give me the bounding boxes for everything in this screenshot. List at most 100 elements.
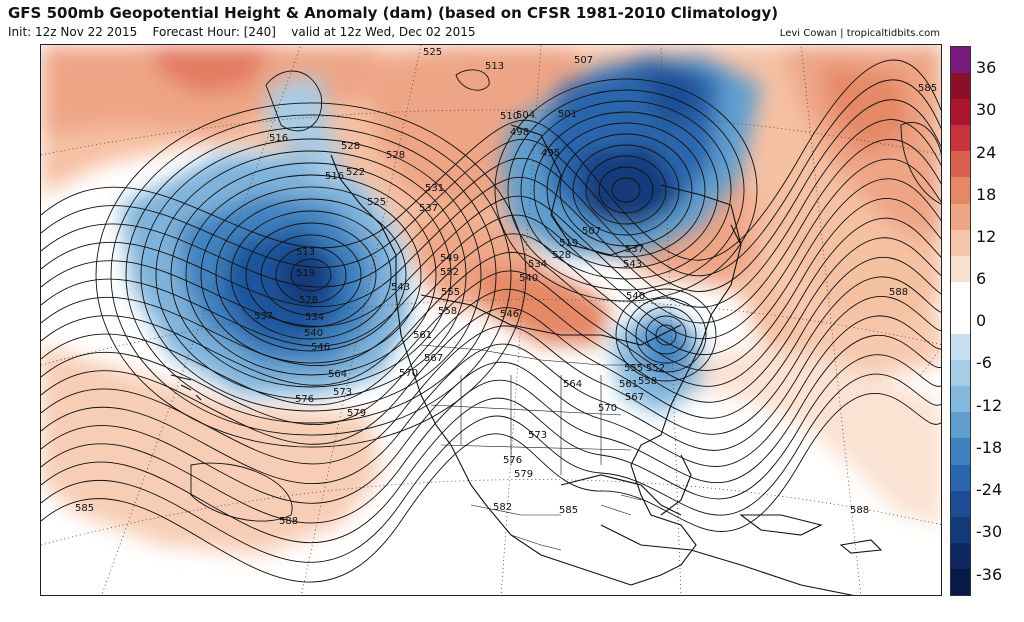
height-contour (585, 155, 667, 225)
contour-label: 513 (296, 247, 315, 258)
colorbar-label: 12 (976, 227, 997, 246)
colorbar-cell (951, 490, 970, 518)
colorbar-label: -18 (976, 438, 1003, 457)
height-contour (615, 288, 717, 382)
height-contour (265, 70, 323, 132)
height-contour (41, 138, 941, 327)
contour-label: 543 (623, 259, 642, 270)
contour-label: 537 (419, 203, 438, 214)
contour-label: 549 (440, 253, 459, 264)
height-contour (41, 237, 941, 426)
colorbar-label: -30 (976, 522, 1003, 541)
colorbar-cell (951, 255, 970, 283)
colorbar-label: 36 (976, 58, 997, 77)
contour-label: 498 (510, 127, 529, 138)
height-contour (41, 354, 941, 543)
contour-label: 567 (625, 392, 644, 403)
contour-label: 531 (425, 183, 444, 194)
contour-label: 579 (347, 408, 366, 419)
contour-label: 546 (311, 342, 330, 353)
contour-label: 519 (559, 238, 578, 249)
height-contour (110, 114, 512, 436)
height-contour (507, 89, 745, 291)
contour-label: 576 (503, 455, 522, 466)
height-contour (533, 111, 719, 269)
contour-label: 573 (528, 430, 547, 441)
contour-label: 588 (889, 287, 908, 298)
contour-label: 516 (325, 171, 344, 182)
colorbar-label: -12 (976, 396, 1003, 415)
height-contour (41, 158, 941, 347)
contour-label: 540 (519, 273, 538, 284)
init-time: Init: 12z Nov 22 2015 (8, 25, 138, 39)
height-contour (559, 133, 693, 247)
contour-label: 513 (485, 61, 504, 72)
contour-label: 579 (514, 469, 533, 480)
colorbar-cell (951, 516, 970, 544)
colorbar-cell (951, 438, 970, 466)
height-contour (260, 234, 362, 316)
height-contours (41, 59, 941, 583)
coastlines (170, 124, 883, 595)
height-contour (41, 334, 941, 524)
colorbar-cell (951, 125, 970, 152)
height-contour (215, 198, 407, 352)
contour-label: 504 (516, 110, 535, 121)
colorbar-cell (951, 464, 970, 492)
colorbar-cell (951, 47, 970, 74)
height-contour (41, 59, 941, 261)
contour-label: 555 (624, 363, 643, 374)
contour-label: 552 (440, 267, 459, 278)
colorbar-label: 24 (976, 143, 997, 162)
colorbar-cell (951, 412, 970, 439)
colorbar-cell (951, 73, 970, 100)
height-contour (41, 178, 941, 367)
height-contour (140, 138, 482, 412)
colorbar-label: 6 (976, 269, 987, 288)
contour-label: 540 (626, 291, 645, 302)
contour-label: 507 (582, 226, 601, 237)
height-contour (625, 297, 707, 373)
height-contour (41, 315, 941, 504)
contour-label: 588 (850, 505, 869, 516)
contour-label: 561 (413, 330, 432, 341)
height-contour (190, 462, 293, 522)
contour-label: 525 (423, 47, 442, 58)
contour-label: 564 (328, 369, 347, 380)
contour-label: 519 (296, 268, 315, 279)
contour-label: 516 (269, 133, 288, 144)
contour-label: 528 (386, 150, 405, 161)
contour-label: 558 (438, 306, 457, 317)
contour-label: 528 (552, 250, 571, 261)
colorbar-cell (951, 281, 970, 309)
colorbar-cell (951, 203, 970, 231)
contour-label: 585 (918, 83, 937, 94)
height-contour (41, 392, 941, 583)
contour-label: 573 (333, 387, 352, 398)
height-contour (900, 122, 941, 205)
valid-time: valid at 12z Wed, Dec 02 2015 (291, 25, 476, 39)
colorbar-cell (951, 151, 970, 178)
contour-label: 540 (304, 328, 323, 339)
colorbar-cell (951, 177, 970, 205)
height-contour (520, 100, 732, 280)
height-contour (645, 315, 687, 355)
contour-label: 495 (541, 148, 560, 159)
height-contour (635, 306, 697, 364)
contour-label: 576 (295, 394, 314, 405)
height-contour (598, 166, 654, 214)
contour-label: 585 (75, 503, 94, 514)
colorbar-cell (951, 568, 970, 596)
contour-label: 558 (638, 376, 657, 387)
contour-label: 534 (305, 312, 324, 323)
contour-label: 537 (625, 244, 644, 255)
height-contour (41, 119, 941, 308)
contour-label: 543 (391, 282, 410, 293)
colorbar-label: 0 (976, 311, 987, 330)
colorbar-cell (951, 386, 970, 413)
height-contour (41, 276, 941, 465)
map-title: GFS 500mb Geopotential Height & Anomaly … (8, 4, 779, 22)
contour-label: 501 (558, 109, 577, 120)
colorbar-cell (951, 229, 970, 257)
colorbar-label: -24 (976, 480, 1003, 499)
